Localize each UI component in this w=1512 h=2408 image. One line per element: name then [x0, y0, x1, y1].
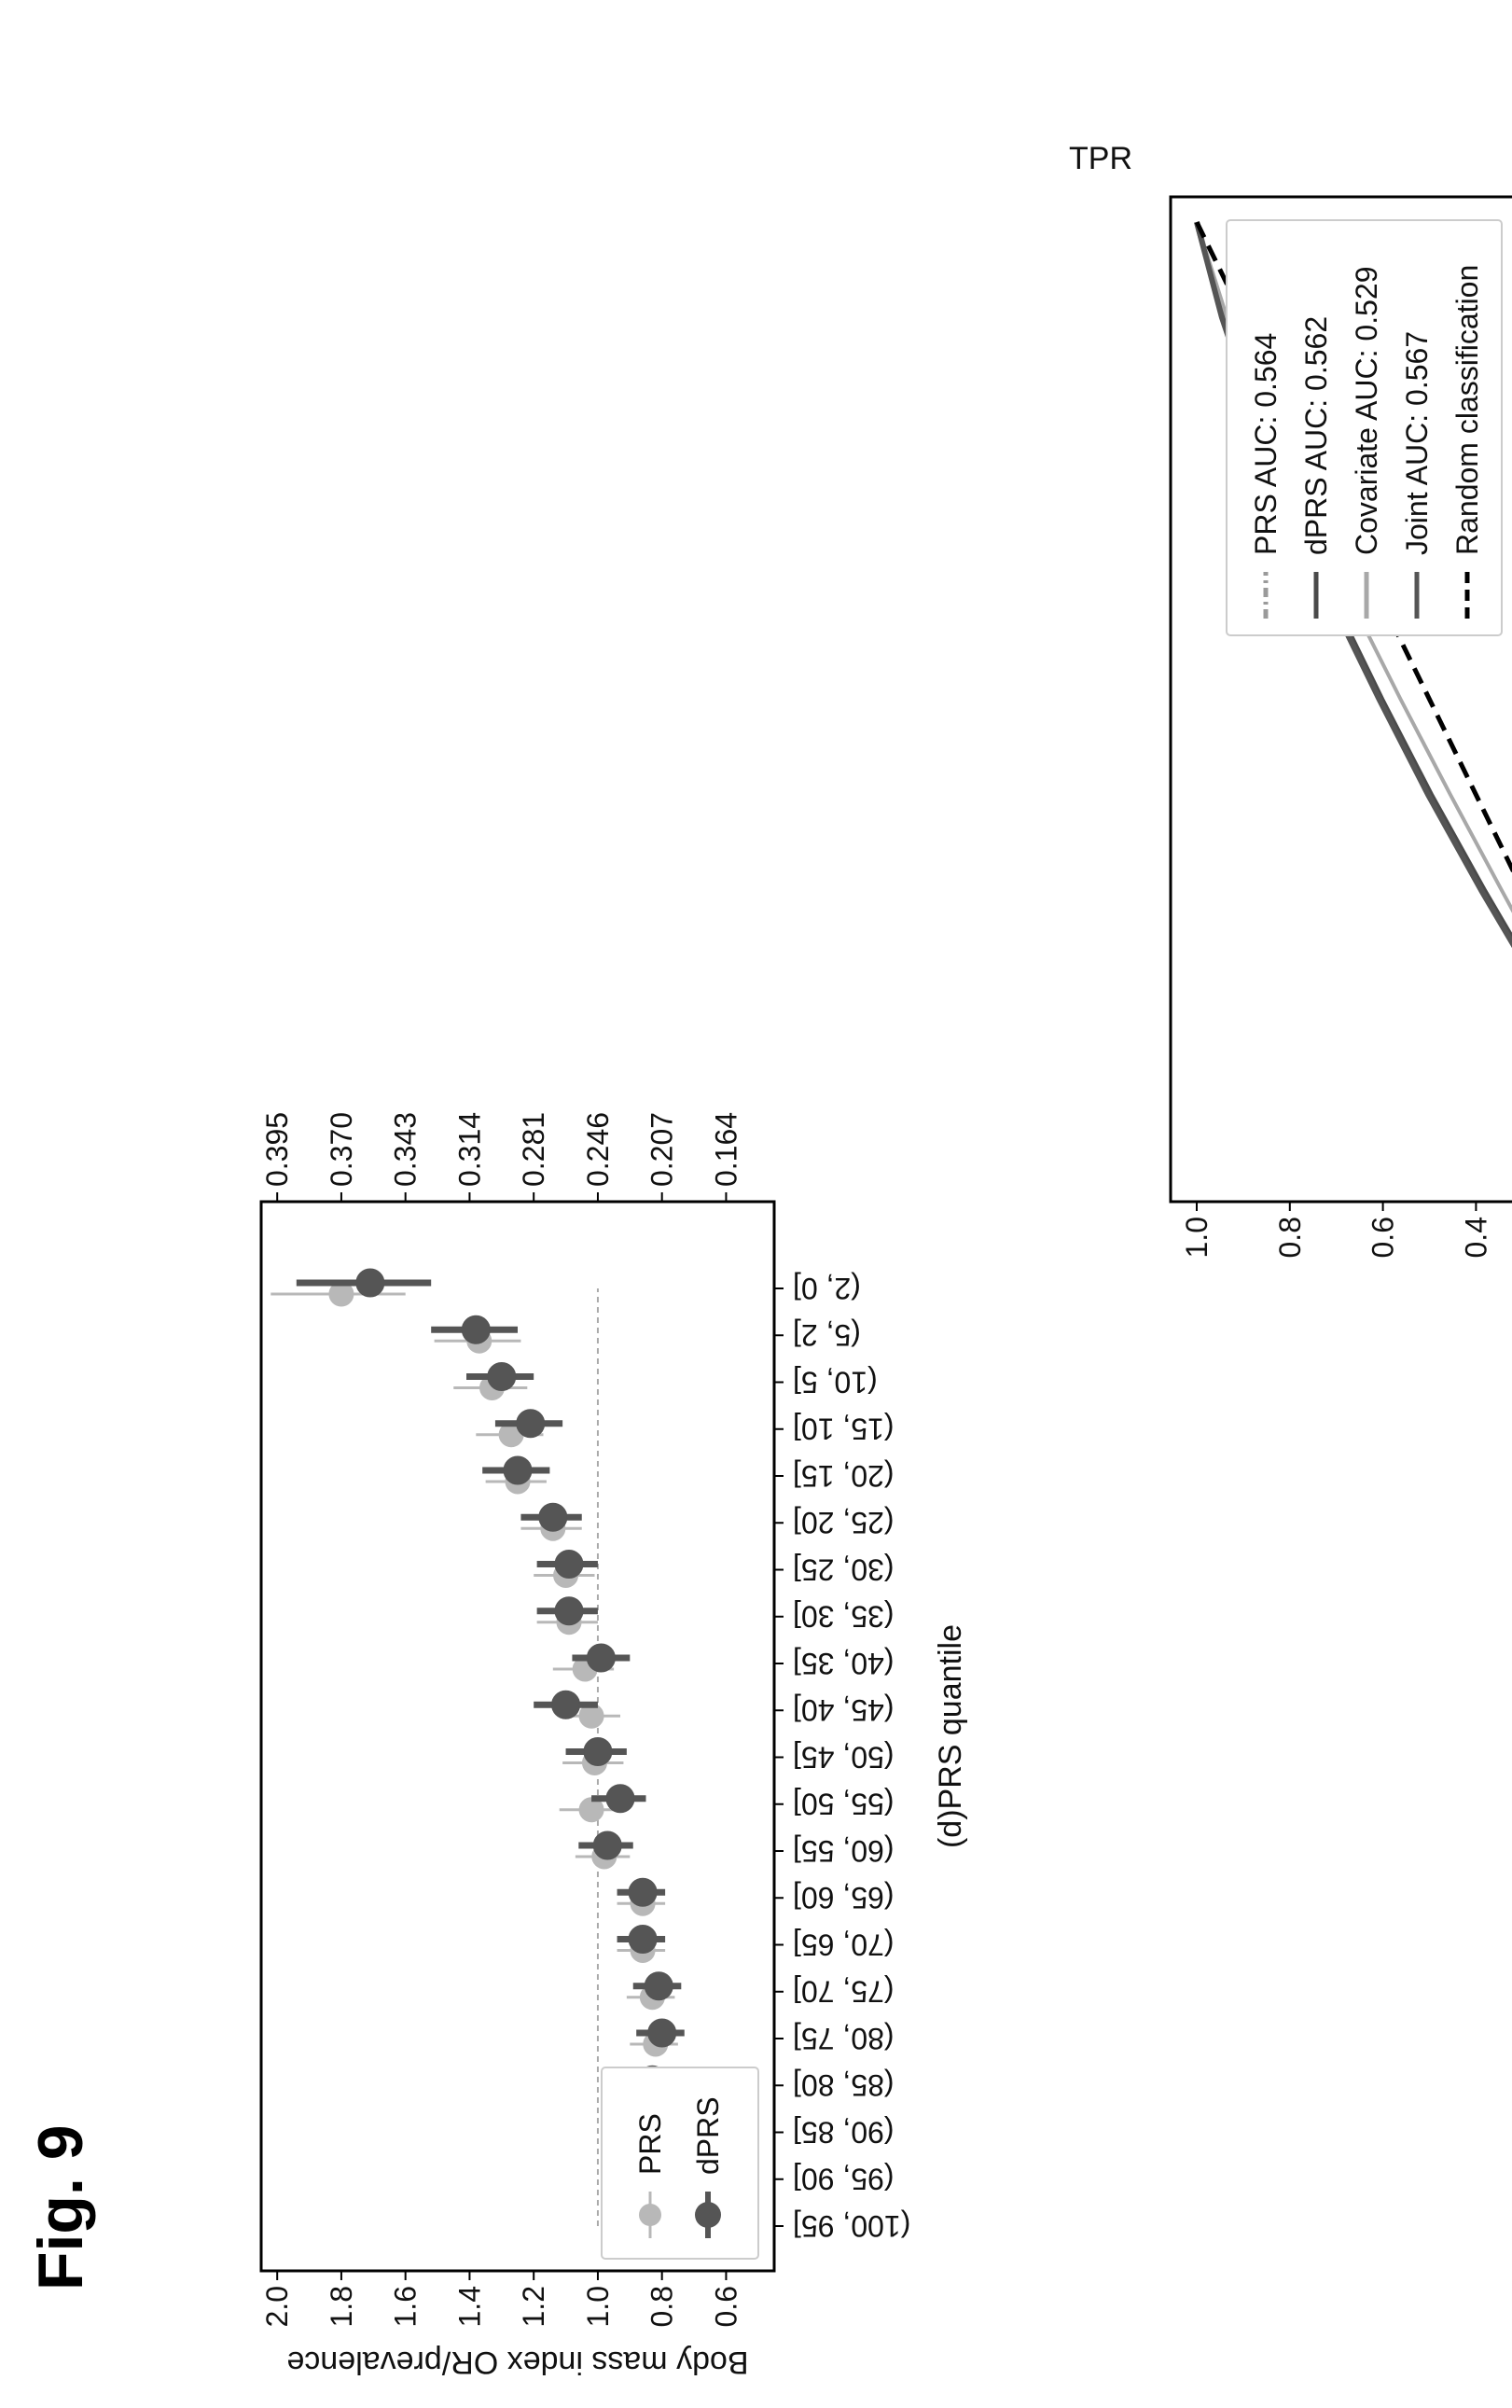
x-tick-label-a: (15, 10]	[793, 1413, 895, 1446]
y-tick-label-a: 1.4	[452, 2286, 486, 2327]
point-dprs	[554, 1550, 584, 1579]
x-tick-label-a: (5, 2]	[793, 1318, 861, 1352]
right-tick-label-a: 0.207	[645, 1112, 679, 1187]
x-tick-label-a: (70, 65]	[793, 1928, 895, 1961]
y-tick-label-b: 0.4	[1459, 1217, 1492, 1258]
x-tick-label-a: (85, 80]	[793, 2068, 895, 2102]
right-tick-label-a: 0.164	[709, 1112, 742, 1187]
legend-label-b: dPRS AUC: 0.562	[1299, 316, 1333, 555]
y-tick-label-a: 0.6	[709, 2286, 742, 2327]
x-tick-label-a: (25, 20]	[793, 1506, 895, 1539]
right-tick-label-a: 0.281	[517, 1112, 550, 1187]
point-dprs	[628, 1925, 658, 1954]
point-dprs	[628, 1877, 658, 1907]
legend-label-a: dPRS	[691, 2096, 725, 2175]
point-dprs	[586, 1643, 616, 1673]
y-axis-label-a: Body mass index OR/prevalence	[286, 2345, 748, 2380]
x-tick-label-a: (50, 45]	[793, 1740, 895, 1774]
legend-label-a: PRS	[633, 2113, 667, 2175]
plot-frame-a	[259, 1200, 776, 2273]
point-dprs	[355, 1268, 385, 1298]
x-tick-label-a: (10, 5]	[793, 1365, 878, 1399]
right-tick-label-a: 0.370	[325, 1112, 358, 1187]
x-tick-label-a: (80, 75]	[793, 2022, 895, 2055]
legend-marker-a	[695, 2202, 721, 2228]
y-tick-label-a: 1.6	[389, 2286, 423, 2327]
y-tick-label-b: 0.6	[1366, 1217, 1400, 1258]
y-tick-label-a: 1.8	[325, 2286, 358, 2327]
y-tick-label-b: 1.0	[1180, 1217, 1214, 1258]
x-tick-label-a: (30, 25]	[793, 1552, 895, 1586]
y-tick-label-a: 1.0	[581, 2286, 615, 2327]
y-tick-label-a: 0.8	[645, 2286, 679, 2327]
point-dprs	[516, 1409, 546, 1439]
legend-label-b: Joint AUC: 0.567	[1400, 331, 1434, 555]
point-dprs	[605, 1784, 635, 1814]
point-dprs	[554, 1596, 584, 1626]
point-dprs	[592, 1830, 622, 1860]
x-tick-label-a: (60, 55]	[793, 1834, 895, 1868]
y-tick-label-a: 2.0	[260, 2286, 294, 2327]
point-dprs	[644, 1971, 673, 2001]
roc-curve	[1194, 220, 1512, 1178]
right-tick-label-a: 0.395	[260, 1112, 294, 1187]
chart-bmi-or: 0.6 0.8 1.0 1.2 1.4 1.6 1.8 2.0 0.164 0.207 0.246 0…	[259, 1112, 968, 2380]
legend-label-b: Random classification	[1450, 265, 1484, 555]
x-tick-label-a: (95, 90]	[793, 2163, 895, 2196]
x-axis-label-a: (d)PRS quantile	[933, 1624, 968, 1848]
right-tick-label-a: 0.343	[389, 1112, 423, 1187]
figure-title: Fig. 9	[25, 2124, 96, 2290]
legend-box-a	[601, 2067, 759, 2260]
chart-roc: 0.00.20.40.60.81.00.00.20.40.60.81.0PRS …	[1069, 141, 1512, 1258]
y-axis-label-b: TPR	[1069, 141, 1132, 176]
x-tick-label-a: (90, 85]	[793, 2115, 895, 2149]
right-tick-label-a: 0.314	[452, 1112, 486, 1187]
plot-frame-b	[1169, 195, 1512, 1204]
x-tick-label-a: (55, 50]	[793, 1788, 895, 1821]
point-dprs	[503, 1455, 533, 1485]
x-tick-label-a: (35, 30]	[793, 1600, 895, 1634]
y-tick-label-a: 1.2	[517, 2286, 550, 2327]
right-tick-label-a: 0.246	[581, 1112, 615, 1187]
x-tick-label-a: (75, 70]	[793, 1975, 895, 2009]
x-tick-label-a: (20, 15]	[793, 1459, 895, 1493]
point-dprs	[461, 1315, 491, 1344]
legend-label-b: Covariate AUC: 0.529	[1350, 267, 1383, 556]
x-tick-label-a: (2, 0]	[793, 1272, 861, 1305]
x-tick-label-a: (40, 35]	[793, 1647, 895, 1680]
point-dprs	[538, 1502, 568, 1532]
legend-box-b	[1226, 219, 1503, 636]
point-dprs	[583, 1737, 613, 1766]
x-tick-label-a: (45, 40]	[793, 1693, 895, 1727]
legend-label-b: PRS AUC: 0.564	[1249, 333, 1283, 555]
x-tick-label-a: (100, 95]	[793, 2209, 910, 2243]
y-tick-label-b: 0.8	[1273, 1217, 1307, 1258]
point-dprs	[487, 1362, 517, 1391]
legend-marker-a	[639, 2204, 661, 2226]
point-dprs	[647, 2018, 677, 2048]
x-tick-label-a: (65, 60]	[793, 1881, 895, 1914]
point-dprs	[551, 1690, 581, 1719]
